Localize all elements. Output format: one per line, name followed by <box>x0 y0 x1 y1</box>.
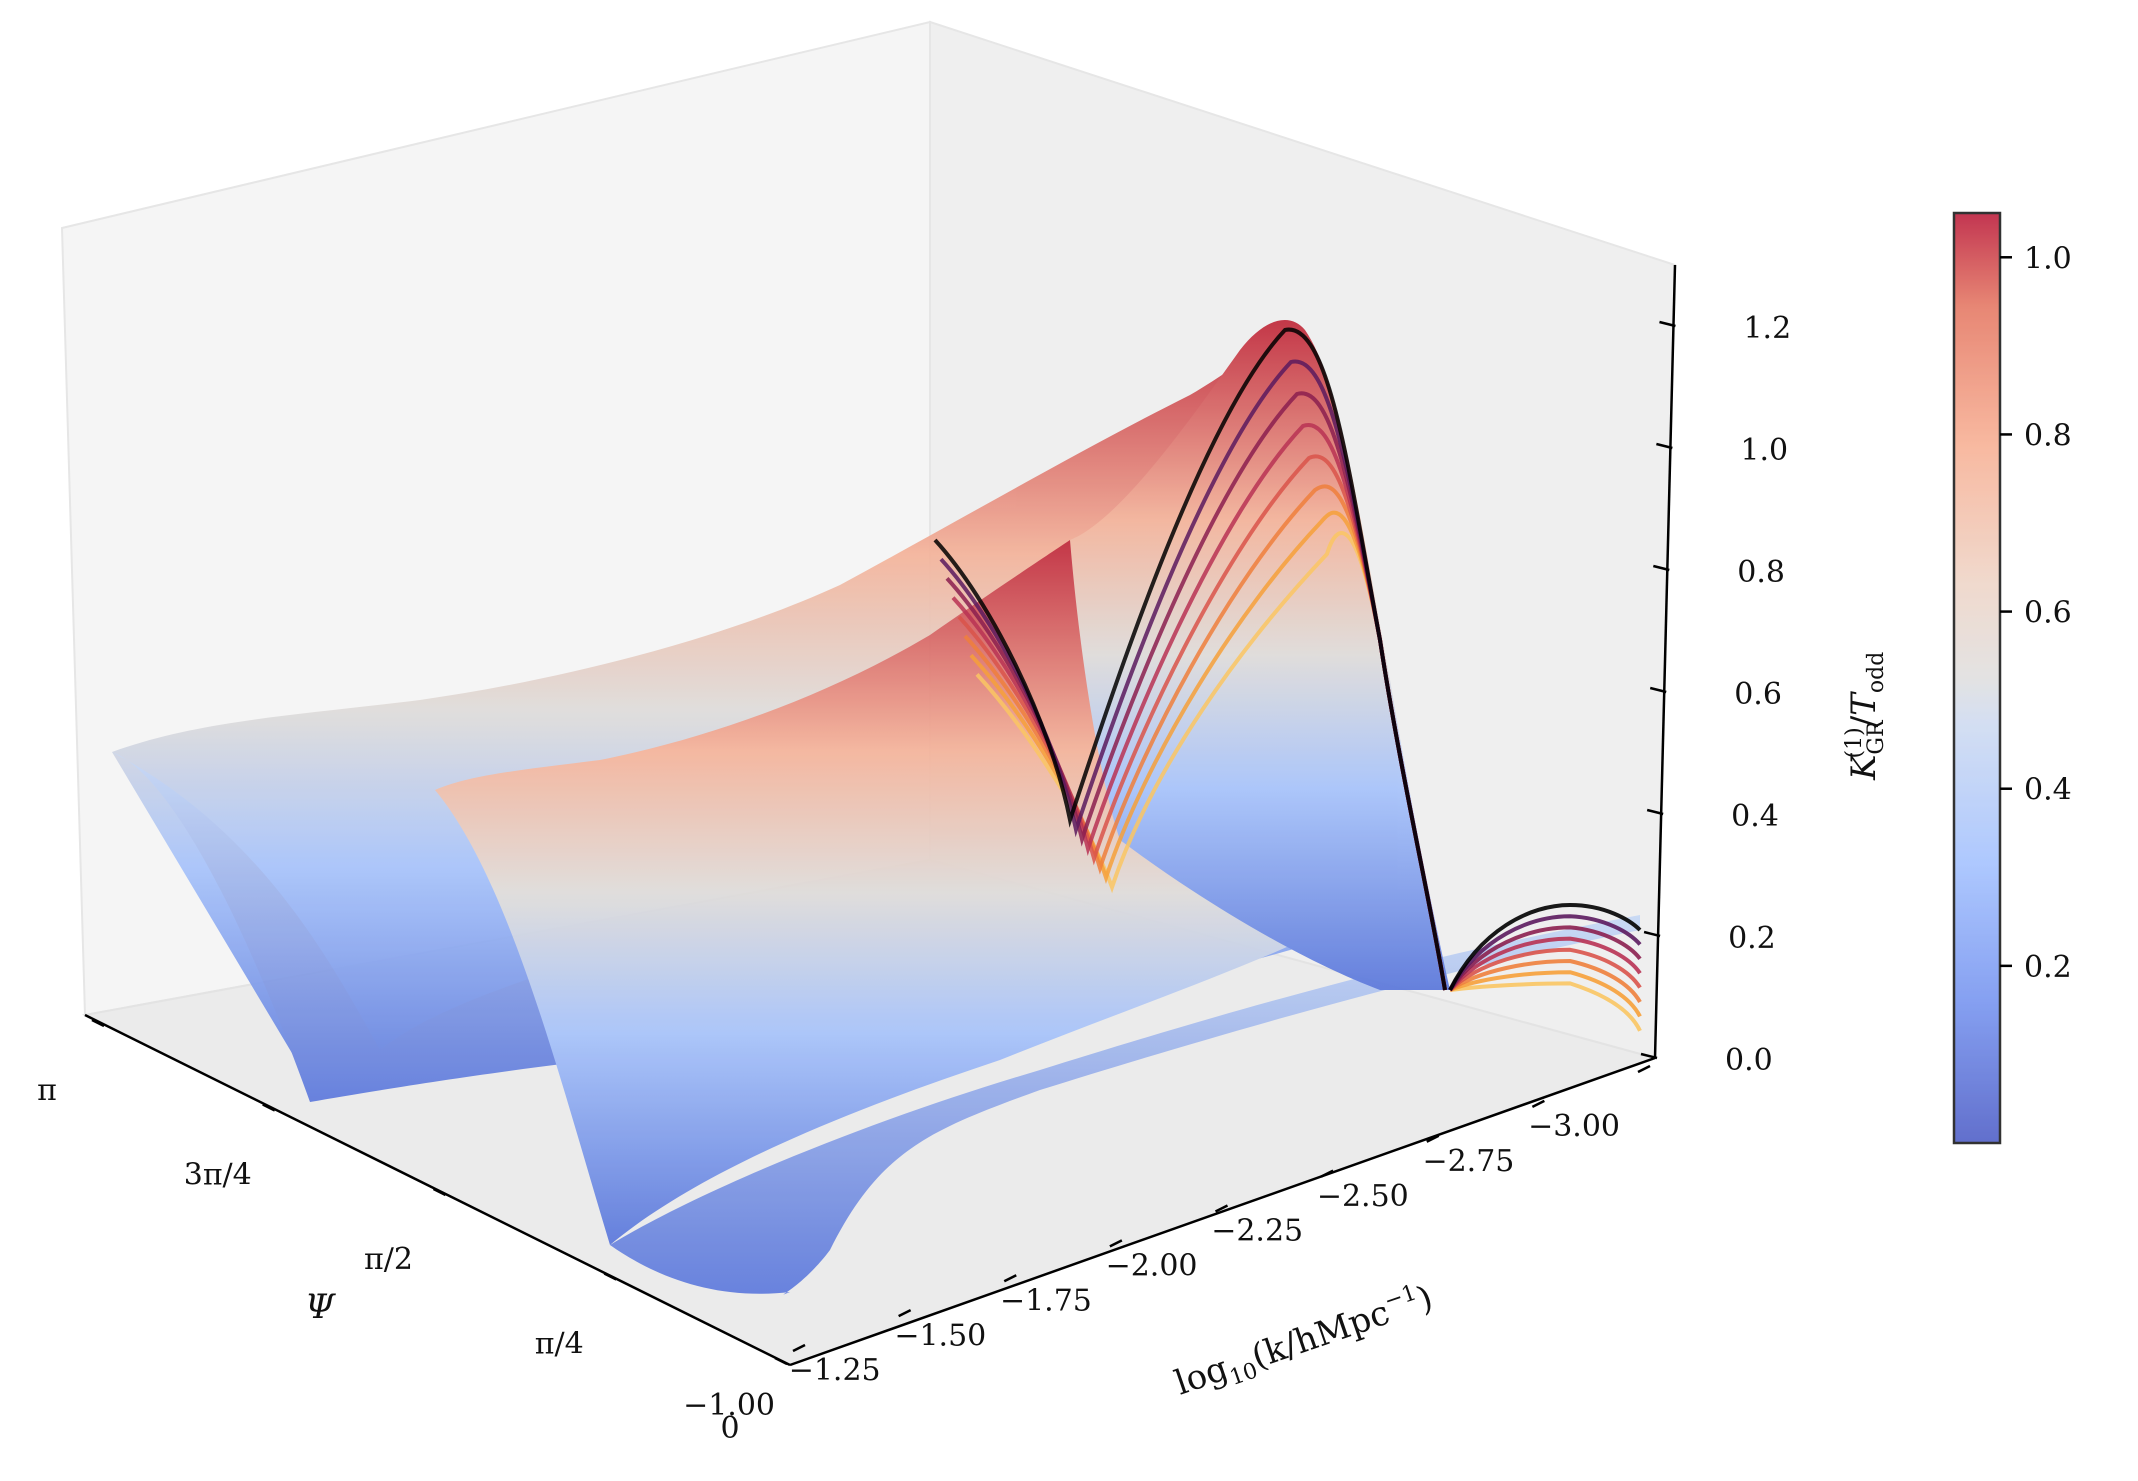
curve-group <box>933 327 1642 1032</box>
curve-line <box>1448 902 1642 991</box>
colorbar-fill <box>1952 211 2002 1145</box>
curve-line <box>1448 914 1642 992</box>
y-tick-label: π <box>37 1073 57 1108</box>
x-axis-label: log10(k/hMpc−1) <box>1169 1276 1439 1408</box>
x-tick-mark <box>898 1309 912 1318</box>
tick-group: −1.00 −1.25 −1.50 −1.75 −2.00 −2.25 −2.50 −2.75… <box>37 311 1791 1446</box>
z-tick-label: 0.6 <box>1734 677 1782 712</box>
z-tick-label: 0.0 <box>1725 1043 1773 1078</box>
y-tick-mark <box>262 1103 276 1112</box>
colorbar-tick-label: 0.8 <box>2024 418 2072 453</box>
x-tick-mark <box>1320 1169 1334 1178</box>
x-tick-label: −1.00 <box>683 1388 775 1423</box>
curve-line <box>1448 936 1642 992</box>
z-tick-mark <box>1653 564 1670 572</box>
x-tick-mark <box>1426 1134 1440 1143</box>
y-tick-mark <box>603 1272 617 1281</box>
colorbar-tick-label: 0.4 <box>2024 773 2072 808</box>
x-tick-mark <box>1637 1064 1651 1074</box>
z-tick-label: 1.2 <box>1743 311 1791 346</box>
x-tick-label: −2.25 <box>1211 1214 1303 1249</box>
x-tick-mark <box>1214 1204 1229 1213</box>
z-axis-line <box>1653 264 1677 1059</box>
z-tick-mark <box>1643 930 1661 938</box>
x-tick-mark <box>1109 1239 1123 1248</box>
y-tick-label: π/4 <box>535 1327 584 1362</box>
x-tick-label: −1.50 <box>894 1318 986 1353</box>
x-tick-label: −2.50 <box>1317 1179 1409 1214</box>
z-tick-mark <box>1656 442 1673 450</box>
colorbar-tick-label: 0.2 <box>2024 950 2072 985</box>
surface <box>112 319 1640 1295</box>
x-tick-mark <box>1531 1099 1545 1108</box>
z-tick-mark <box>1640 1052 1658 1060</box>
z-tick-label: 0.4 <box>1731 799 1779 834</box>
colorbar-tick-label: 1.0 <box>2024 241 2072 276</box>
surface-left-wave <box>112 752 640 1102</box>
surface-front-band <box>610 915 1640 1295</box>
x-tick-label: −2.75 <box>1422 1144 1514 1179</box>
curve-line <box>1448 925 1642 992</box>
y-tick-label: π/2 <box>364 1242 413 1277</box>
curve-line <box>1449 981 1642 1032</box>
curve-line <box>1449 970 1642 1018</box>
y-tick-mark <box>432 1187 447 1197</box>
x-tick-label: −3.00 <box>1528 1109 1620 1144</box>
z-axis-label: KGR(1)/Todd <box>1842 652 1889 781</box>
y-tick-mark <box>91 1018 105 1028</box>
x-axis-line <box>789 1056 1656 1367</box>
surface-peak <box>1070 319 1450 991</box>
z-tick-label: 1.0 <box>1740 433 1788 468</box>
colorbar-tick-label: 0.6 <box>2024 596 2072 631</box>
x-tick-label: −2.00 <box>1106 1249 1198 1284</box>
curve-line <box>933 327 1447 991</box>
colorbar: 0.2 0.4 0.6 0.8 1.0 <box>1952 211 2072 1145</box>
x-tick-label: −1.25 <box>789 1353 881 1388</box>
y-tick-mark <box>774 1356 788 1366</box>
z-tick-mark <box>1659 320 1676 328</box>
y-tick-label: 0 <box>720 1411 739 1446</box>
curve-line <box>1448 958 1642 1004</box>
colorbar-ticks: 0.2 0.4 0.6 0.8 1.0 <box>2000 241 2072 985</box>
x-tick-label: −1.75 <box>1000 1283 1092 1318</box>
z-tick-mark <box>1646 808 1664 816</box>
y-axis-label: Ψ <box>305 1287 336 1327</box>
z-tick-label: 0.2 <box>1728 921 1776 956</box>
z-tick-label: 0.8 <box>1737 555 1785 590</box>
z-tick-mark <box>1649 686 1667 694</box>
y-tick-label: 3π/4 <box>184 1158 252 1193</box>
curve-line <box>1448 947 1642 992</box>
x-tick-mark <box>1003 1274 1017 1283</box>
x-tick-mark <box>792 1343 806 1353</box>
